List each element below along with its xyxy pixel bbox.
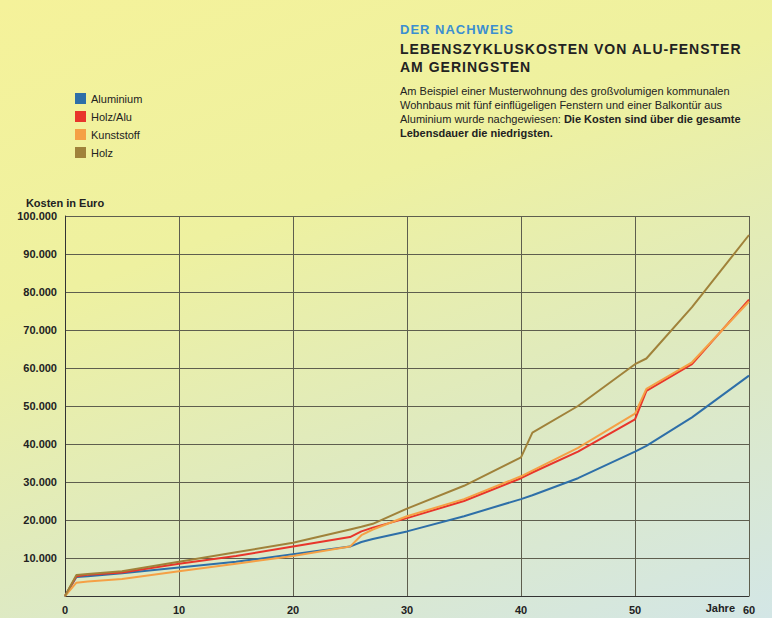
svg-text:40.000: 40.000: [23, 438, 57, 450]
svg-text:10: 10: [173, 604, 185, 616]
svg-text:80.000: 80.000: [23, 286, 57, 298]
svg-text:Jahre: Jahre: [706, 602, 735, 614]
svg-text:90.000: 90.000: [23, 248, 57, 260]
svg-text:Holz: Holz: [91, 147, 113, 159]
svg-text:10.000: 10.000: [23, 552, 57, 564]
html-text:Am Beispiel einer Musterwohnun: Am Beispiel einer Musterwohnung des groß…: [400, 85, 741, 139]
svg-text:50: 50: [629, 604, 641, 616]
svg-text:Aluminium: Aluminium: [91, 93, 142, 105]
html-text:LEBENSZYKLUSKOSTEN VON ALU-FEN: LEBENSZYKLUSKOSTEN VON ALU-FENSTER AM GE…: [400, 41, 742, 75]
svg-text:Kosten in Euro: Kosten in Euro: [26, 197, 105, 209]
svg-text:60: 60: [743, 604, 755, 616]
svg-text:30: 30: [401, 604, 413, 616]
svg-text:40: 40: [515, 604, 527, 616]
svg-text:70.000: 70.000: [23, 324, 57, 336]
svg-text:20: 20: [287, 604, 299, 616]
svg-text:30.000: 30.000: [23, 476, 57, 488]
svg-text:0: 0: [62, 604, 68, 616]
svg-text:Kunststoff: Kunststoff: [91, 129, 141, 141]
svg-text:100.000: 100.000: [17, 210, 57, 222]
svg-text:60.000: 60.000: [23, 362, 57, 374]
svg-text:Holz/Alu: Holz/Alu: [91, 111, 132, 123]
svg-text:50.000: 50.000: [23, 400, 57, 412]
svg-text:20.000: 20.000: [23, 514, 57, 526]
html-text:DER NACHWEIS: DER NACHWEIS: [400, 22, 514, 37]
